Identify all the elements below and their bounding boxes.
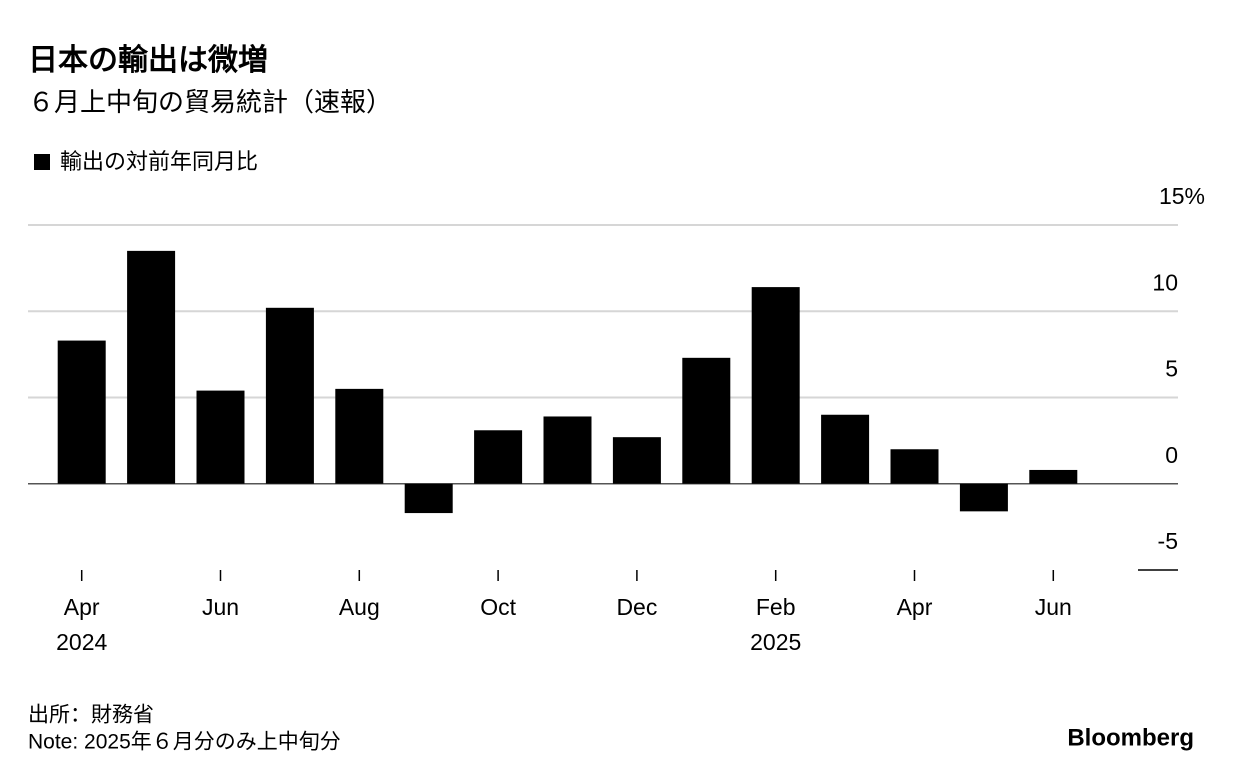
y-tick-label: 5 [1165, 356, 1178, 382]
x-tick-label: Jun [202, 594, 239, 620]
y-tick-label: 10 [1152, 269, 1178, 295]
bar [265, 307, 314, 484]
x-tick-label: Feb [756, 594, 796, 620]
brand: Bloomberg [1067, 724, 1194, 751]
bar [196, 390, 245, 484]
bar [543, 416, 592, 484]
legend-label: 輸出の対前年同月比 [60, 149, 258, 174]
bar [890, 449, 939, 484]
x-tick-label: Jun [1035, 594, 1072, 620]
chart-title: 日本の輸出は微増 [28, 43, 268, 77]
y-tick-label: -5 [1158, 528, 1178, 554]
bar [1029, 469, 1078, 484]
x-year-label: 2024 [56, 629, 107, 655]
y-tick-label: 15% [1159, 183, 1205, 209]
note: Note: 2025年６月分のみ上中旬分 [28, 731, 341, 754]
x-tick-label: Dec [616, 594, 657, 620]
bar [57, 340, 106, 484]
bar [404, 483, 453, 514]
bar [474, 430, 523, 484]
x-tick-label: Aug [339, 594, 380, 620]
bar [612, 437, 661, 484]
x-tick-label: Apr [897, 594, 933, 620]
bar [682, 357, 731, 484]
x-year-label: 2025 [750, 629, 801, 655]
x-tick-label: Apr [64, 594, 100, 620]
bar [335, 388, 384, 484]
bar [127, 250, 176, 484]
bar [751, 287, 800, 484]
y-tick-label: 0 [1165, 442, 1178, 468]
source: 出所：財務省 [28, 704, 154, 727]
bar [959, 483, 1008, 512]
x-tick-label: Oct [480, 594, 516, 620]
bar [821, 414, 870, 484]
legend-swatch [34, 154, 50, 170]
chart-subtitle: ６月上中旬の貿易統計（速報） [28, 87, 392, 117]
